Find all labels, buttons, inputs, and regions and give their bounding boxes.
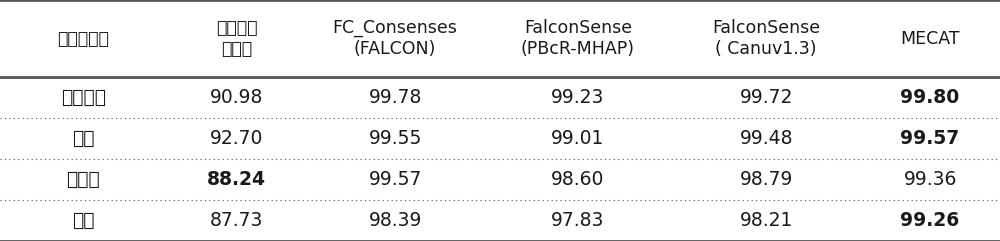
Text: FalconSense
(PBcR-MHAP): FalconSense (PBcR-MHAP)	[521, 19, 635, 58]
Text: 测试数据集: 测试数据集	[57, 30, 109, 47]
Text: 99.55: 99.55	[368, 129, 422, 148]
Text: 99.01: 99.01	[551, 129, 605, 148]
Text: 原始数据
准确度: 原始数据 准确度	[216, 19, 257, 58]
Text: 97.83: 97.83	[551, 211, 605, 230]
Text: 98.79: 98.79	[739, 170, 793, 189]
Text: 98.60: 98.60	[551, 170, 605, 189]
Text: 99.78: 99.78	[368, 88, 422, 107]
Text: 87.73: 87.73	[210, 211, 263, 230]
Text: 98.39: 98.39	[368, 211, 422, 230]
Text: 90.98: 90.98	[210, 88, 263, 107]
Text: 果蝇: 果蝇	[72, 211, 95, 230]
Text: 92.70: 92.70	[210, 129, 263, 148]
Text: FalconSense
( Canuv1.3): FalconSense ( Canuv1.3)	[712, 19, 820, 58]
Text: 99.26: 99.26	[900, 211, 960, 230]
Text: 99.57: 99.57	[368, 170, 422, 189]
Text: 98.21: 98.21	[739, 211, 793, 230]
Text: 88.24: 88.24	[207, 170, 266, 189]
Text: FC_Consenses
(FALCON): FC_Consenses (FALCON)	[333, 19, 458, 58]
Text: MECAT: MECAT	[900, 30, 960, 47]
Text: 99.36: 99.36	[903, 170, 957, 189]
Text: 99.72: 99.72	[739, 88, 793, 107]
Text: 99.57: 99.57	[900, 129, 960, 148]
Text: 酵母: 酵母	[72, 129, 95, 148]
Text: 99.80: 99.80	[900, 88, 960, 107]
Text: 拟南芥: 拟南芥	[66, 170, 100, 189]
Text: 99.23: 99.23	[551, 88, 605, 107]
Text: 大肠杆菌: 大肠杆菌	[61, 88, 106, 107]
Text: 99.48: 99.48	[739, 129, 793, 148]
